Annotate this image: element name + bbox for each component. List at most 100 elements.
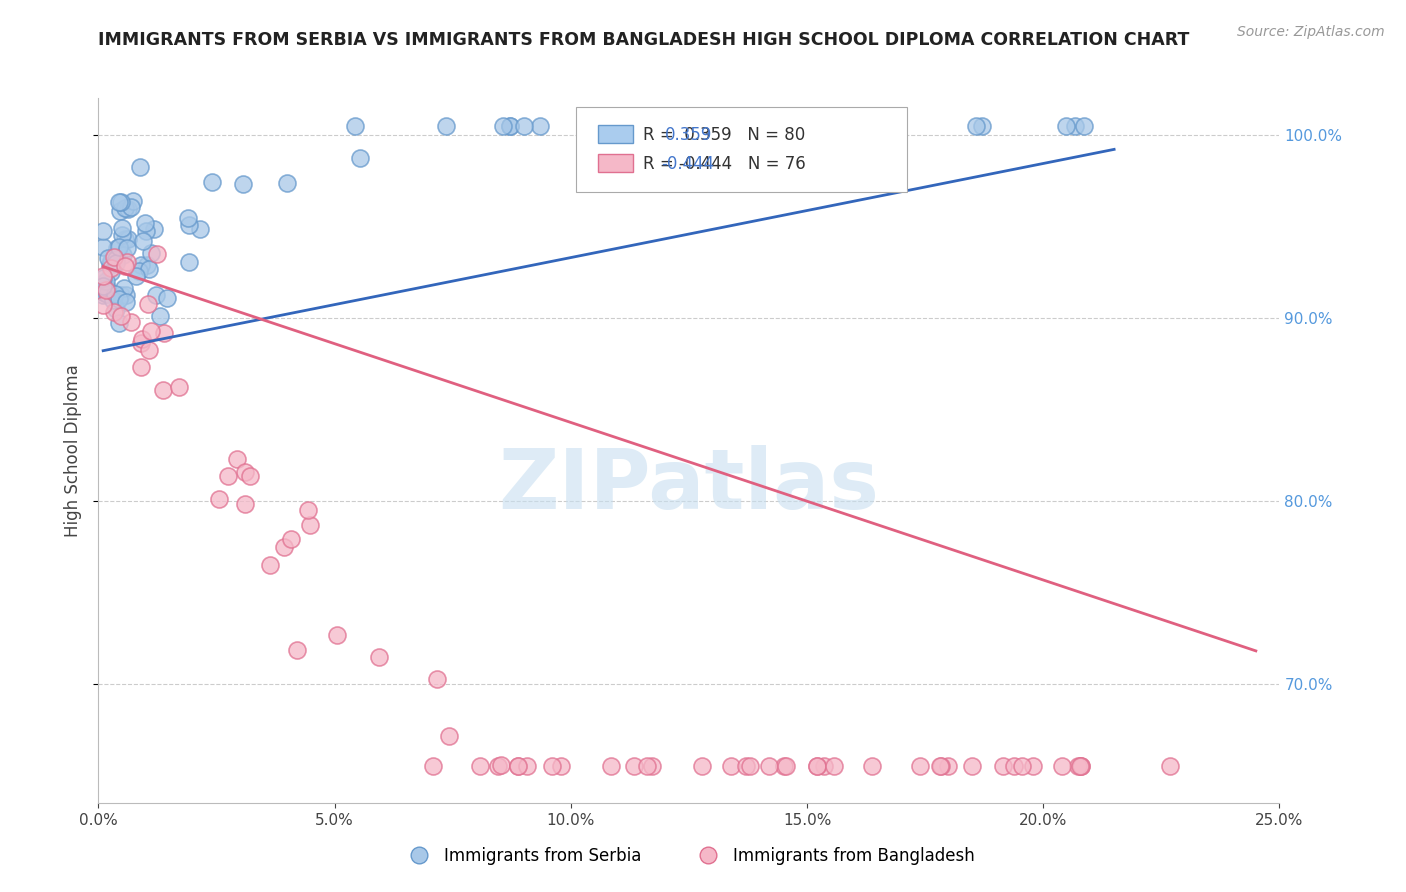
Point: [422, 759, 444, 773]
Point: [259, 558, 281, 572]
Point: [120, 200, 142, 214]
Point: [285, 643, 308, 657]
Text: -0.444: -0.444: [661, 155, 714, 173]
Point: [177, 218, 200, 232]
Point: [98, 258, 121, 272]
Point: [104, 286, 127, 301]
Point: [91, 285, 114, 299]
Point: [1022, 759, 1045, 773]
Point: [110, 288, 132, 302]
Point: [138, 343, 160, 357]
Point: [1073, 119, 1095, 133]
Point: [993, 759, 1015, 773]
Point: [860, 759, 883, 773]
Text: R = -0.444   N = 76: R = -0.444 N = 76: [643, 155, 806, 173]
Y-axis label: High School Diploma: High School Diploma: [65, 364, 83, 537]
Point: [936, 759, 959, 773]
Point: [100, 254, 122, 268]
Point: [512, 119, 534, 133]
Point: [636, 759, 658, 773]
Point: [434, 119, 457, 133]
Point: [94, 274, 117, 288]
Point: [93, 279, 115, 293]
Point: [758, 759, 780, 773]
Point: [825, 119, 848, 133]
Point: [233, 465, 256, 479]
Point: [91, 298, 114, 312]
Point: [298, 517, 321, 532]
Point: [146, 246, 169, 260]
Point: [506, 759, 529, 773]
Point: [108, 194, 131, 209]
Point: [1011, 759, 1033, 773]
Point: [91, 279, 114, 293]
Point: [720, 759, 742, 773]
Point: [239, 469, 262, 483]
Point: [217, 469, 239, 483]
Point: [232, 177, 254, 191]
Point: [128, 263, 150, 277]
Point: [101, 293, 124, 307]
Point: [103, 305, 125, 319]
Point: [149, 309, 172, 323]
Point: [152, 383, 174, 397]
Point: [135, 224, 157, 238]
Point: [142, 222, 165, 236]
Point: [91, 240, 114, 254]
Point: [134, 216, 156, 230]
Point: [1070, 759, 1092, 773]
Point: [132, 234, 155, 248]
Point: [131, 258, 153, 272]
Point: [426, 672, 449, 686]
Point: [136, 258, 159, 272]
Point: [233, 497, 256, 511]
Point: [104, 255, 127, 269]
Point: [1064, 119, 1087, 133]
Point: [747, 119, 769, 133]
Point: [823, 759, 845, 773]
Point: [1054, 119, 1077, 133]
Point: [115, 241, 138, 255]
Point: [91, 271, 114, 285]
Point: [499, 119, 522, 133]
Point: [104, 252, 127, 266]
Point: [775, 759, 797, 773]
Point: [120, 315, 142, 329]
Point: [112, 281, 135, 295]
Point: [110, 194, 132, 209]
Point: [103, 250, 125, 264]
Point: [91, 288, 114, 302]
Point: [138, 262, 160, 277]
Point: [806, 759, 828, 773]
Point: [929, 759, 952, 773]
Text: Source: ZipAtlas.com: Source: ZipAtlas.com: [1237, 25, 1385, 39]
Point: [114, 232, 136, 246]
Point: [188, 222, 211, 236]
Point: [111, 221, 134, 235]
Point: [179, 254, 201, 268]
Point: [97, 251, 120, 265]
Point: [492, 119, 515, 133]
Point: [499, 119, 522, 133]
Point: [276, 176, 298, 190]
Point: [153, 326, 176, 340]
Point: [107, 316, 129, 330]
Point: [468, 759, 491, 773]
Point: [156, 291, 179, 305]
Point: [117, 232, 139, 246]
Point: [96, 281, 118, 295]
Point: [908, 759, 931, 773]
Point: [94, 283, 117, 297]
Point: [122, 194, 145, 209]
Point: [105, 241, 128, 255]
Legend: Immigrants from Serbia, Immigrants from Bangladesh: Immigrants from Serbia, Immigrants from …: [396, 840, 981, 872]
Text: IMMIGRANTS FROM SERBIA VS IMMIGRANTS FROM BANGLADESH HIGH SCHOOL DIPLOMA CORRELA: IMMIGRANTS FROM SERBIA VS IMMIGRANTS FRO…: [98, 31, 1189, 49]
Point: [131, 332, 153, 346]
Point: [1159, 759, 1181, 773]
Point: [114, 201, 136, 215]
Point: [654, 119, 676, 133]
Point: [343, 119, 366, 133]
Point: [114, 259, 136, 273]
Point: [177, 211, 200, 225]
Point: [115, 294, 138, 309]
